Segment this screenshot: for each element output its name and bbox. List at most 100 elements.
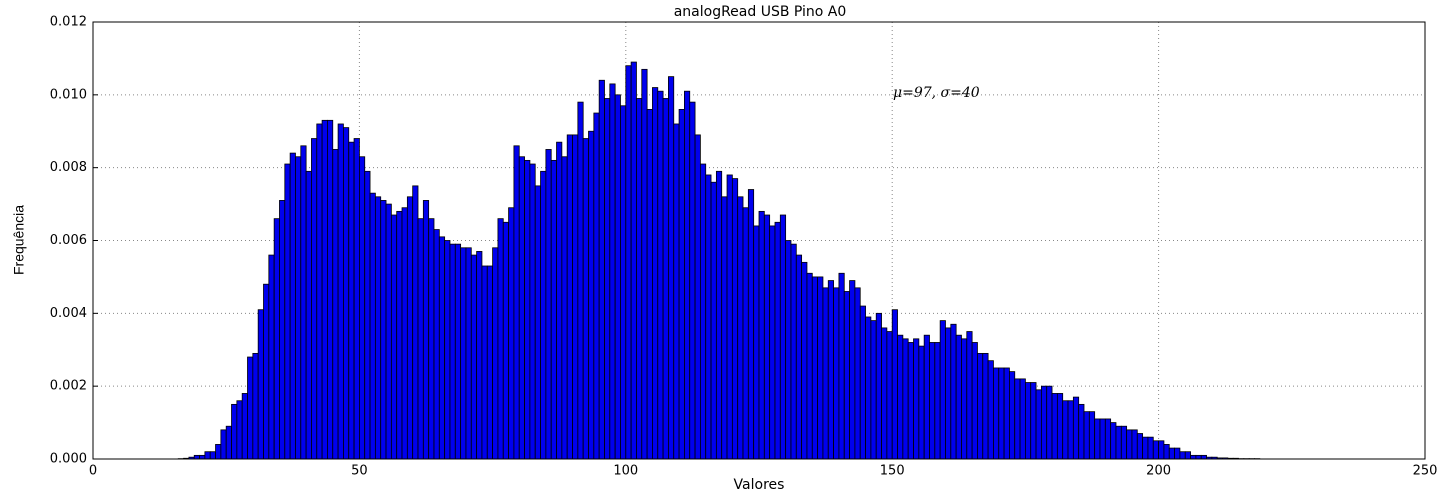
- bar: [721, 196, 728, 460]
- bar: [694, 134, 701, 460]
- bar: [625, 65, 632, 460]
- bar: [348, 141, 355, 460]
- bar: [460, 247, 467, 460]
- plot-frame: [92, 21, 1426, 460]
- bar: [1142, 436, 1149, 460]
- bar: [833, 287, 840, 460]
- bar: [1131, 429, 1138, 460]
- bar: [1110, 422, 1117, 460]
- bar: [742, 207, 749, 460]
- bar: [817, 276, 824, 460]
- bar: [929, 342, 936, 460]
- annotation: μ=97, σ=40: [893, 85, 980, 101]
- bar: [209, 451, 216, 460]
- bar: [199, 454, 206, 460]
- bar: [374, 196, 382, 460]
- bar: [939, 320, 946, 460]
- bar: [215, 444, 222, 460]
- bar: [588, 130, 595, 460]
- bar: [1094, 418, 1101, 460]
- bar: [1190, 454, 1197, 460]
- bar: [1040, 385, 1048, 460]
- bar: [556, 141, 563, 460]
- bar: [827, 280, 834, 460]
- bar: [204, 451, 211, 460]
- bar: [822, 287, 829, 460]
- bar: [412, 185, 419, 460]
- bar: [758, 210, 765, 460]
- bar: [449, 243, 456, 460]
- bar: [508, 207, 515, 460]
- y-tick-label: 0.002: [50, 379, 87, 394]
- bar: [673, 123, 680, 460]
- bar: [934, 342, 941, 460]
- bar: [657, 90, 664, 460]
- bar: [769, 225, 776, 460]
- bar: [641, 68, 648, 460]
- bar: [630, 61, 637, 460]
- bar: [907, 342, 914, 460]
- bar: [231, 403, 238, 460]
- bar: [870, 320, 877, 460]
- bar: [380, 200, 387, 460]
- bar: [1195, 454, 1202, 460]
- bar: [993, 367, 1000, 460]
- bar: [689, 101, 696, 460]
- bar: [486, 265, 494, 460]
- bar: [897, 334, 904, 460]
- bar: [1120, 425, 1128, 460]
- bar: [715, 170, 723, 460]
- bar: [225, 425, 232, 460]
- bar: [1046, 385, 1053, 460]
- bar: [438, 236, 446, 460]
- bar: [289, 152, 296, 460]
- bar: [295, 156, 302, 460]
- bar: [774, 221, 781, 460]
- bar: [705, 174, 712, 460]
- bar: [513, 145, 520, 460]
- bar: [327, 119, 334, 460]
- bar: [859, 305, 866, 460]
- y-tick-label: 0.012: [50, 15, 87, 30]
- bar: [945, 327, 952, 460]
- bar: [636, 98, 643, 460]
- bar: [396, 210, 403, 460]
- y-tick-label: 0.006: [50, 233, 87, 248]
- bar: [662, 98, 669, 460]
- x-tick-label: 250: [1413, 464, 1438, 479]
- bar: [838, 272, 845, 460]
- bar: [779, 214, 787, 460]
- bar: [566, 134, 573, 460]
- bar: [577, 101, 584, 460]
- bar: [358, 156, 366, 460]
- bar: [481, 265, 488, 460]
- bar: [961, 338, 968, 460]
- bar: [801, 261, 808, 460]
- bar: [1056, 393, 1064, 460]
- bar: [1126, 429, 1133, 460]
- bar: [886, 331, 893, 460]
- bar: [620, 105, 627, 460]
- x-tick-label: 100: [613, 464, 638, 479]
- bar: [1136, 433, 1144, 460]
- bar: [337, 123, 344, 460]
- bar: [529, 163, 536, 460]
- bar: [343, 127, 350, 460]
- bar: [476, 251, 483, 460]
- bar: [497, 218, 504, 460]
- bar: [1088, 411, 1096, 460]
- bar: [300, 145, 307, 460]
- y-tick-label: 0.008: [50, 160, 87, 175]
- y-axis-label: Frequência: [11, 205, 27, 275]
- bar: [263, 283, 270, 460]
- bar: [257, 309, 264, 460]
- bar: [737, 196, 744, 460]
- bar: [987, 360, 994, 460]
- bar: [369, 192, 376, 460]
- bar: [321, 119, 328, 460]
- bar: [550, 159, 557, 460]
- bar: [1014, 378, 1021, 460]
- bar: [193, 454, 200, 460]
- bar: [1147, 436, 1154, 460]
